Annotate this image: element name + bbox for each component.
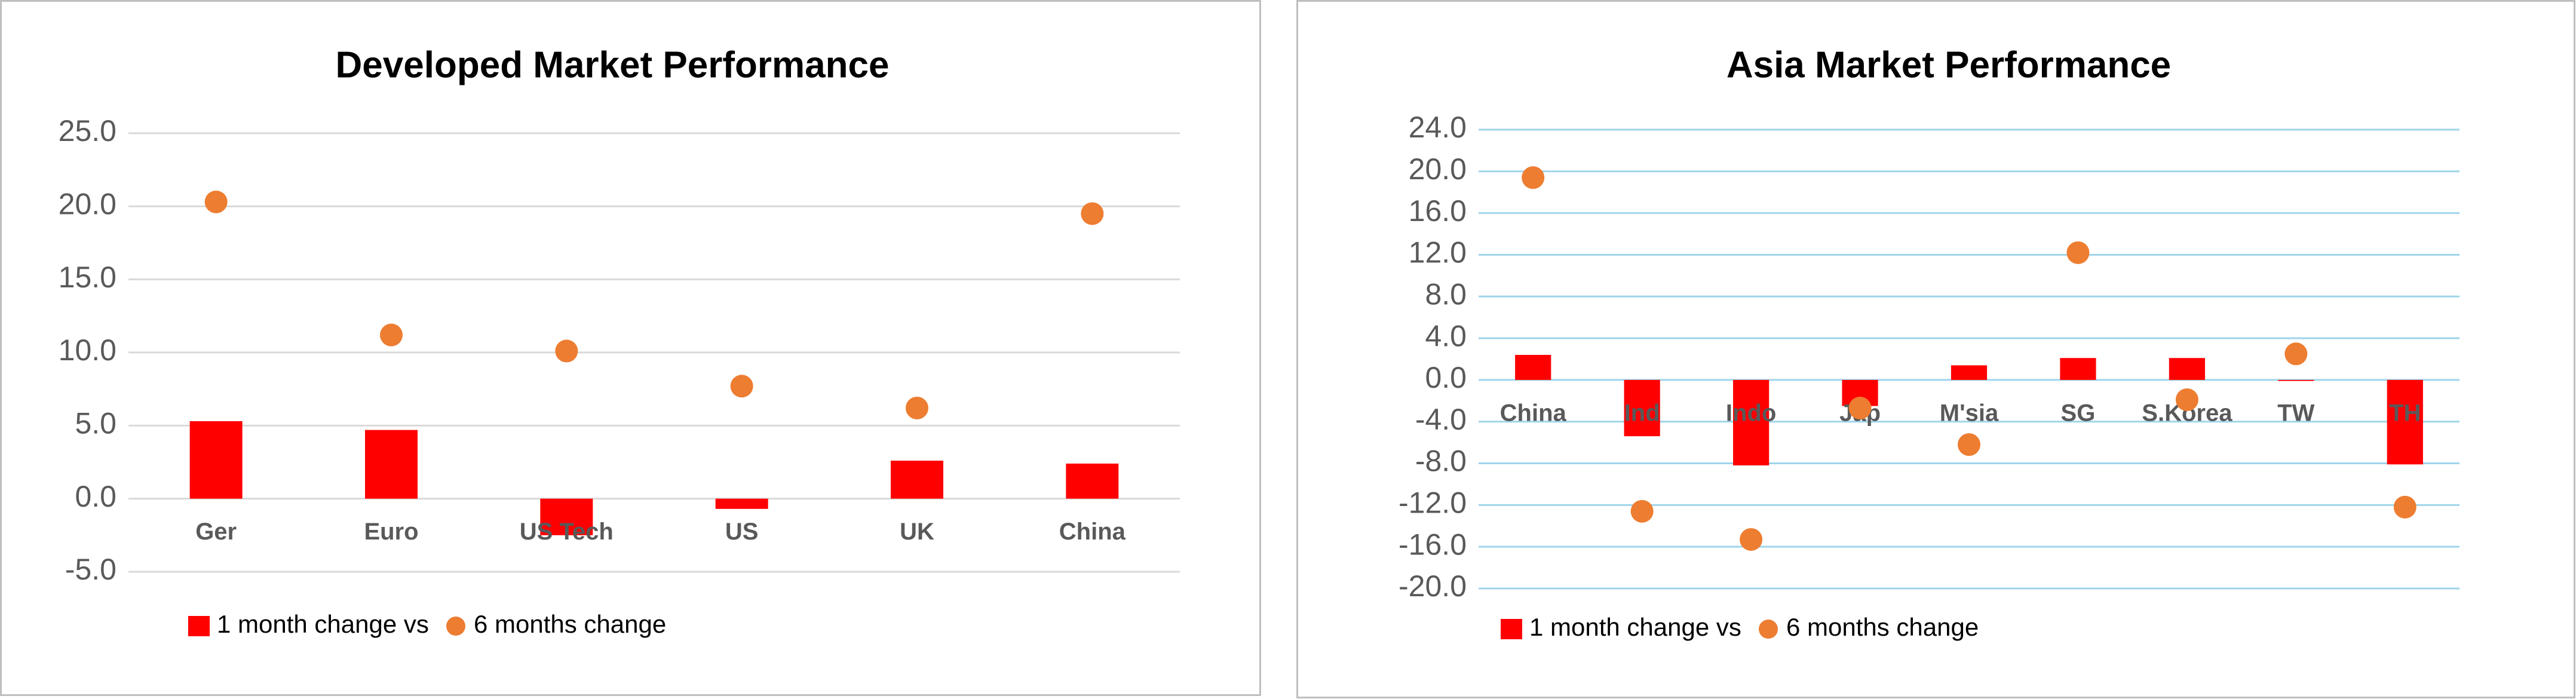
legend-label: 6 months change: [474, 610, 666, 638]
dot: [1848, 397, 1872, 420]
y-tick-label: -12.0: [1399, 486, 1467, 520]
x-tick-label: China: [1500, 400, 1567, 426]
bar: [2169, 358, 2205, 380]
bar: [2387, 379, 2423, 465]
dot: [380, 323, 403, 347]
dot: [555, 339, 578, 363]
x-tick-label: Ger: [195, 519, 237, 545]
dot: [2066, 241, 2090, 264]
dot: [1958, 433, 1980, 456]
bar: [540, 498, 593, 535]
dot: [1740, 528, 1763, 551]
bar: [1515, 355, 1551, 380]
chart-frame: [1296, 0, 2575, 698]
x-tick-label: China: [1059, 519, 1126, 545]
x-tick-label: Indo: [1726, 400, 1776, 426]
legend-label: 1 month change vs: [217, 610, 429, 638]
y-tick-label: 20.0: [59, 188, 116, 221]
bar: [715, 498, 768, 509]
dot: [730, 375, 753, 398]
y-tick-label: 12.0: [1409, 236, 1467, 269]
x-tick-label: TH: [2389, 400, 2421, 426]
bar: [1951, 365, 1988, 380]
bar: [365, 430, 418, 499]
y-tick-label: 24.0: [1409, 111, 1467, 144]
y-tick-label: 0.0: [75, 480, 116, 513]
x-tick-label: Ind: [1624, 400, 1660, 426]
bar: [1733, 379, 1770, 466]
bar: [1066, 463, 1119, 499]
legend-swatch: [188, 616, 210, 636]
y-tick-label: -4.0: [1415, 403, 1467, 436]
y-tick-label: 8.0: [1425, 277, 1467, 311]
y-tick-label: 20.0: [1409, 152, 1467, 186]
dot: [2175, 388, 2198, 412]
bar: [1624, 379, 1660, 437]
x-tick-label: TW: [2277, 400, 2314, 426]
y-tick-label: -20.0: [1399, 569, 1467, 603]
x-tick-label: SG: [2061, 400, 2096, 426]
legend-label: 6 months change: [1786, 613, 1979, 641]
x-tick-label: US: [725, 519, 759, 545]
y-tick-label: 16.0: [1409, 194, 1467, 228]
legend-swatch: [1501, 619, 1522, 639]
y-tick-label: 10.0: [59, 333, 116, 367]
dot: [204, 190, 228, 213]
dot: [1522, 166, 1545, 189]
legend-swatch: [446, 617, 465, 636]
bar: [2060, 358, 2096, 380]
chart-frame: [0, 0, 1261, 696]
y-tick-label: -5.0: [65, 553, 116, 586]
y-tick-label: -16.0: [1399, 528, 1467, 561]
legend-swatch: [1759, 620, 1778, 639]
y-tick-label: 15.0: [59, 260, 116, 294]
chart-title: Developed Market Performance: [336, 44, 890, 85]
dot: [2393, 495, 2416, 519]
dot: [2284, 342, 2308, 366]
y-tick-label: 4.0: [1425, 319, 1467, 352]
x-tick-label: Euro: [364, 519, 418, 545]
x-tick-label: UK: [900, 519, 934, 545]
legend-label: 1 month change vs: [1529, 613, 1741, 641]
x-tick-label: M'sia: [1940, 400, 1999, 426]
x-tick-label: US Tech: [520, 519, 614, 545]
dot: [1630, 499, 1654, 523]
dot: [906, 396, 928, 419]
bar: [189, 421, 243, 499]
bar: [891, 461, 943, 499]
dot: [1081, 202, 1104, 225]
y-tick-label: -8.0: [1415, 444, 1467, 478]
chart-title: Asia Market Performance: [1726, 44, 2171, 85]
y-tick-label: 25.0: [59, 114, 116, 148]
bar: [2278, 379, 2314, 381]
y-tick-label: 0.0: [1425, 361, 1467, 394]
y-tick-label: 5.0: [75, 407, 116, 440]
